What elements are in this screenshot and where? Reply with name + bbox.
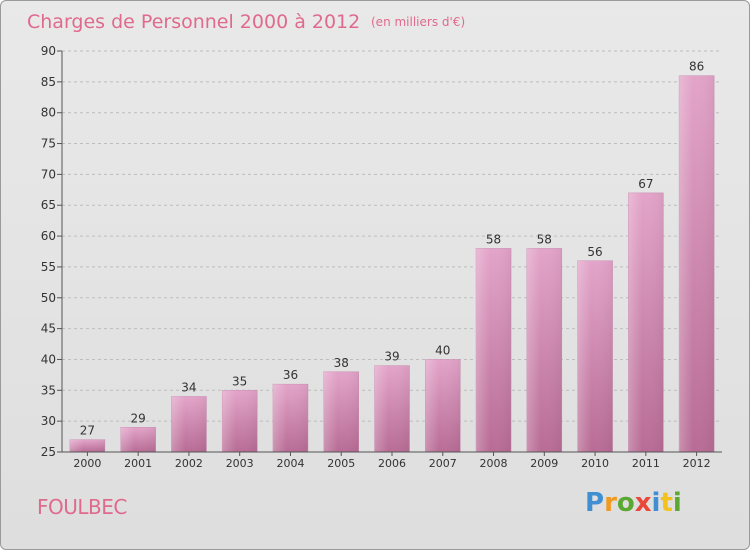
logo-letter: P <box>585 488 605 518</box>
data-label-2004: 36 <box>283 368 298 382</box>
y-tick-label: 60 <box>41 229 56 243</box>
proxiti-logo: Proxiti <box>585 488 682 518</box>
chart-title: Charges de Personnel 2000 à 2012 <box>27 11 360 33</box>
data-labels: 27 29 34 35 36 38 39 40 58 58 56 67 86 <box>80 60 705 438</box>
y-tick-label: 85 <box>41 75 56 89</box>
data-label-2011: 67 <box>638 177 653 191</box>
x-tick-label: 2004 <box>276 457 304 470</box>
data-label-2002: 34 <box>181 380 196 394</box>
logo-letter: x <box>634 488 652 518</box>
bar-sheen <box>222 390 258 452</box>
y-tick-label: 45 <box>41 322 56 336</box>
x-tick-label: 2006 <box>378 457 406 470</box>
data-label-2007: 40 <box>435 343 450 357</box>
x-tick-label: 2002 <box>175 457 203 470</box>
y-tick-label: 40 <box>41 352 56 366</box>
data-label-2005: 38 <box>334 356 349 370</box>
y-tick-label: 65 <box>41 198 56 212</box>
data-label-2008: 58 <box>486 232 501 246</box>
y-tick-label: 35 <box>41 383 56 397</box>
bar-sheen <box>374 365 410 452</box>
data-label-2003: 35 <box>232 374 247 388</box>
data-label-2001: 29 <box>131 411 146 425</box>
data-label-2000: 27 <box>80 424 95 438</box>
logo-letter: o <box>616 488 635 518</box>
y-tick-label: 70 <box>41 167 56 181</box>
bar-sheen <box>577 260 613 452</box>
logo-letter: r <box>604 488 617 518</box>
x-tick-label: 2012 <box>683 457 711 470</box>
bar-sheen <box>476 248 512 452</box>
bar-sheen <box>425 359 461 452</box>
bar-sheen <box>628 192 664 452</box>
y-tick-label: 80 <box>41 106 56 120</box>
data-label-2006: 39 <box>384 350 399 364</box>
x-tick-label: 2001 <box>124 457 152 470</box>
y-tick-label: 30 <box>41 414 56 428</box>
y-tick-label: 90 <box>41 44 56 58</box>
bars <box>69 75 715 453</box>
logo-letter: i <box>672 488 682 518</box>
y-tick-label: 50 <box>41 291 56 305</box>
bar-sheen <box>171 396 207 452</box>
y-axis-ticks: 25 30 35 40 45 50 55 60 65 70 75 80 85 90 <box>41 44 62 459</box>
x-tick-label: 2005 <box>327 457 355 470</box>
bar-sheen <box>272 384 308 452</box>
bar-sheen <box>323 371 359 452</box>
bar-sheen <box>679 75 715 452</box>
x-axis-ticks: 2000 2001 2002 2003 2004 2005 2006 2007 2008 2009… <box>73 452 711 470</box>
logo-letter: t <box>660 488 673 518</box>
x-tick-label: 2010 <box>581 457 609 470</box>
y-tick-label: 75 <box>41 137 56 151</box>
y-tick-label: 55 <box>41 260 56 274</box>
x-tick-label: 2007 <box>429 457 457 470</box>
commune-name: FOULBEC <box>37 495 127 519</box>
x-tick-label: 2009 <box>530 457 558 470</box>
data-label-2010: 56 <box>587 245 602 259</box>
x-tick-label: 2008 <box>480 457 508 470</box>
bar-sheen <box>69 439 105 452</box>
data-label-2012: 86 <box>689 60 704 74</box>
x-tick-label: 2011 <box>632 457 660 470</box>
x-tick-label: 2000 <box>73 457 101 470</box>
data-label-2009: 58 <box>537 232 552 246</box>
x-tick-label: 2003 <box>226 457 254 470</box>
logo-letter: i <box>651 488 661 518</box>
chart-subtitle: (en milliers d'€) <box>371 15 465 29</box>
bar-sheen <box>120 427 156 452</box>
bar-sheen <box>526 248 562 452</box>
y-tick-label: 25 <box>41 445 56 459</box>
